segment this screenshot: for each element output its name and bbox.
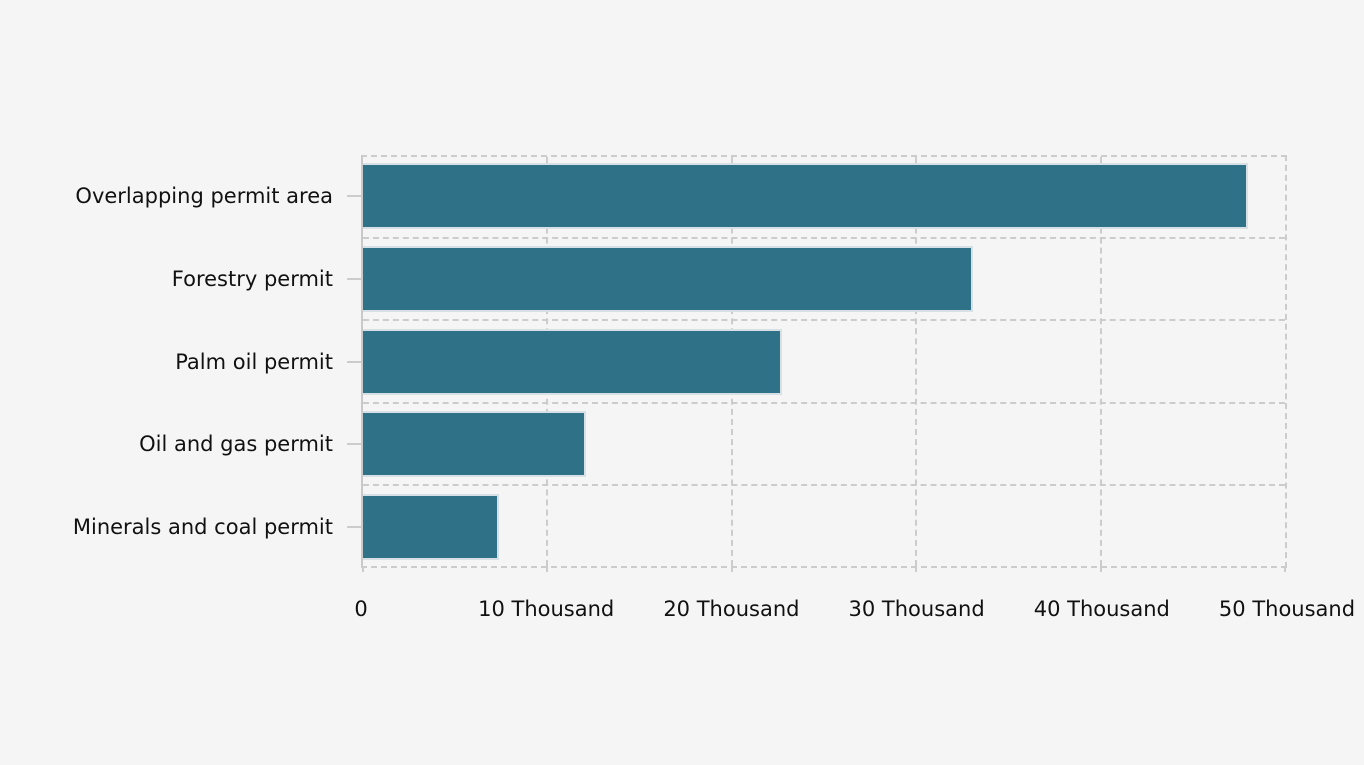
category-label: Oil and gas permit	[139, 432, 333, 457]
y-axis-tick	[347, 525, 361, 528]
x-tick-label: 30 Thousand	[848, 597, 985, 621]
category-label: Minerals and coal permit	[72, 514, 333, 539]
y-axis-labels: Overlapping permit area Forestry permit Pa…	[0, 155, 333, 568]
bar	[363, 163, 1249, 230]
plot-area	[347, 155, 1287, 572]
bar	[363, 493, 500, 560]
x-axis-tick	[730, 566, 733, 572]
y-axis-tick	[347, 443, 361, 446]
bar	[363, 245, 974, 312]
horizontal-gridline	[363, 401, 1285, 404]
horizontal-gridline	[363, 319, 1285, 322]
x-axis-tick	[546, 566, 549, 572]
y-axis-tick	[347, 360, 361, 363]
category-label: Palm oil permit	[175, 349, 333, 374]
y-axis-tick	[347, 195, 361, 198]
category-label: Overlapping permit area	[75, 184, 333, 209]
x-axis-tick	[1099, 566, 1102, 572]
vertical-gridline	[1099, 157, 1102, 566]
x-tick-label: 0	[354, 597, 368, 621]
bar	[363, 411, 587, 478]
x-tick-label: 50 Thousand	[1218, 597, 1356, 621]
horizontal-gridline	[363, 236, 1285, 239]
x-axis-labels: 0 10 Thousand 20 Thousand 30 Thousand 40 Tho…	[0, 594, 1364, 626]
x-tick-label: 10 Thousand	[478, 597, 615, 621]
x-axis-tick	[915, 566, 918, 572]
bar	[363, 328, 782, 395]
horizontal-gridline	[363, 484, 1285, 487]
y-axis-tick	[347, 277, 361, 280]
category-label: Forestry permit	[171, 266, 333, 291]
x-axis-tick	[1284, 566, 1286, 572]
vertical-gridline	[915, 157, 918, 566]
x-axis-tick	[362, 566, 364, 572]
x-tick-label: 20 Thousand	[663, 597, 800, 621]
x-tick-label: 40 Thousand	[1033, 597, 1170, 621]
